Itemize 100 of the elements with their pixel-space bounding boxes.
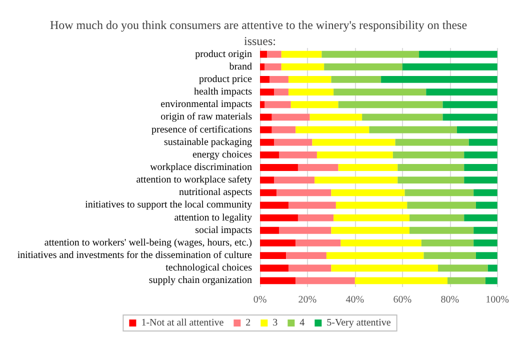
y-tick-label: presence of certifications [151,124,252,136]
bar [260,50,268,58]
bar [267,50,282,58]
bar [278,151,317,158]
bar [276,189,332,196]
bar [298,214,334,222]
y-tick-label: product origin [195,48,252,60]
y-tick-label: energy choices [192,149,252,160]
bar [260,76,270,83]
y-tick-label: origin of raw materials [160,112,252,123]
bar [334,214,410,222]
bar [281,50,322,58]
bar [314,176,398,184]
bar [260,88,274,96]
bar [278,226,332,234]
bar [274,88,288,96]
bar [260,240,296,246]
bar [331,226,410,234]
bar [260,226,279,234]
bar [426,88,498,96]
bar [447,277,486,284]
bar [410,214,464,222]
bar [421,240,474,246]
bar [322,50,420,58]
bar [260,138,274,146]
legend-label: 4 [300,318,305,328]
bar [296,126,370,134]
bar [310,114,362,121]
bar [296,240,341,246]
x-tick-label: 20% [298,294,317,306]
bar [272,126,296,134]
legend-label: 2 [246,318,251,328]
bar [288,202,336,209]
y-tick-label: initiatives and investments for the dissemination of culture [17,250,253,262]
bar [288,264,332,272]
bar [442,114,498,121]
bar [331,76,382,83]
bar [407,202,476,209]
legend-label: 1-Not at all attentive [141,318,224,328]
x-tick-label: 0% [253,294,267,306]
bar [312,138,396,146]
bar [438,264,488,272]
y-tick-label: brand [229,61,252,72]
bar [290,101,338,108]
bar [424,252,476,260]
bar [260,202,288,209]
bar [274,138,312,146]
bar [410,226,474,234]
bar [464,164,498,171]
bar [338,101,443,108]
bar [395,138,469,146]
bar [456,126,498,134]
bar [468,138,498,146]
bar [334,88,426,96]
bar [260,164,298,171]
bar [464,214,498,222]
bar [281,63,324,70]
bar [464,176,498,184]
y-tick-label: initiatives to support the local community [85,200,252,211]
bar [336,202,408,209]
x-tick-label: 40% [346,294,364,306]
bar [362,114,443,121]
y-tick-label: attention to workers' well-being (wages, hours, etc.) [44,237,252,248]
legend-label: 5-Very attentive [326,318,392,328]
y-tick-label: product price [198,74,253,85]
bar [272,114,310,121]
bar [331,264,438,272]
bar [485,277,498,284]
bar [354,277,448,284]
y-tick-label: technological choices [166,262,252,274]
bar [260,189,277,196]
bar [392,151,464,158]
x-tick-label: 80% [440,294,460,306]
bar [476,252,498,260]
bar [260,277,296,284]
bar [474,240,498,246]
chart-title: How much do you think consumers are attentive to the winery's responsibility on these issues: [50,18,470,48]
bar [296,277,355,284]
bar [286,252,326,260]
bar [369,126,457,134]
bar [264,63,282,70]
bar [316,151,393,158]
bar [260,214,298,222]
y-tick-label: workplace discrimination [150,162,252,173]
y-tick-label: nutritional aspects [178,187,252,198]
bar [269,76,288,83]
bar [474,226,498,234]
bar [488,264,498,272]
bar [398,164,464,171]
legend-label: 3 [272,318,278,328]
y-tick-label: social impacts [195,224,252,236]
bar [381,76,498,83]
bar [476,202,498,209]
bar [264,101,291,108]
bar [260,252,286,260]
bar [404,189,474,196]
y-tick-label: health impacts [194,86,252,98]
bar [331,189,405,196]
bar [338,164,398,171]
y-tick-label: supply chain organization [148,275,252,286]
